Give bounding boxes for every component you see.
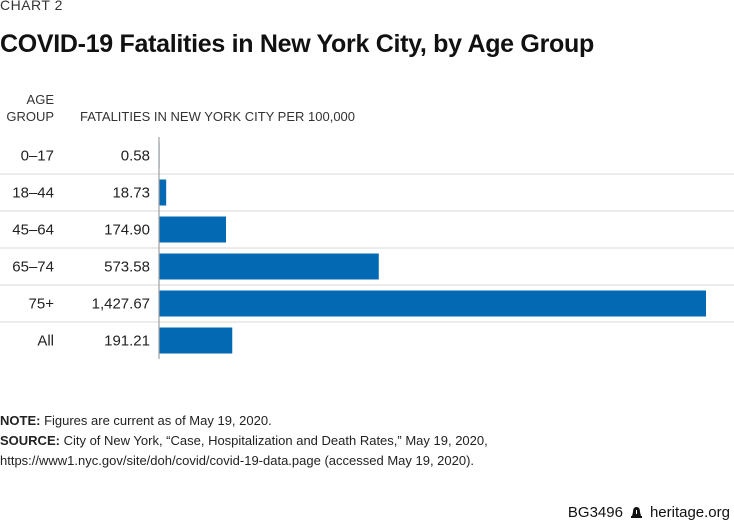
footer: BG3496 heritage.org	[568, 504, 730, 521]
category-label: 18–44	[12, 185, 54, 202]
category-label: 0–17	[21, 148, 54, 165]
liberty-bell-icon	[630, 507, 642, 518]
category-label: 65–74	[12, 259, 54, 276]
note-label: NOTE:	[0, 413, 41, 428]
bar	[159, 253, 379, 280]
source-line: SOURCE: City of New York, “Case, Hospita…	[0, 431, 730, 471]
value-label: 1,427.67	[92, 296, 150, 313]
category-label: 45–64	[12, 222, 54, 239]
notes: NOTE: Figures are current as of May 19, …	[0, 411, 730, 471]
category-header-line-1: AGE	[26, 92, 54, 107]
footer-site: heritage.org	[649, 504, 730, 521]
bar	[159, 290, 706, 317]
value-label: 191.21	[104, 333, 150, 350]
category-header-line-2: GROUP	[6, 109, 54, 124]
value-label: 573.58	[104, 259, 150, 276]
note-line: NOTE: Figures are current as of May 19, …	[0, 411, 730, 431]
source-label: SOURCE:	[0, 433, 60, 448]
bar	[159, 327, 233, 354]
category-header: AGE GROUP	[0, 91, 54, 125]
chart-title: COVID-19 Fatalities in New York City, by…	[0, 30, 594, 58]
bar	[159, 179, 167, 206]
footer-code: BG3496	[567, 504, 623, 521]
value-label: 18.73	[112, 185, 150, 202]
value-label: 174.90	[104, 222, 150, 239]
bar	[159, 216, 227, 243]
category-label: 75+	[29, 296, 55, 313]
source-text: City of New York, “Case, Hospitalization…	[0, 433, 488, 468]
category-label: All	[37, 333, 54, 350]
chart-kicker: CHART 2	[0, 0, 63, 13]
note-text: Figures are current as of May 19, 2020.	[40, 413, 272, 428]
value-header: FATALITIES IN NEW YORK CITY PER 100,000	[80, 109, 356, 124]
bar-chart: 0–17 0.58 18–44 18.73 45–64 174.90 65–74 573.58…	[0, 137, 734, 359]
value-label: 0.58	[121, 148, 150, 165]
